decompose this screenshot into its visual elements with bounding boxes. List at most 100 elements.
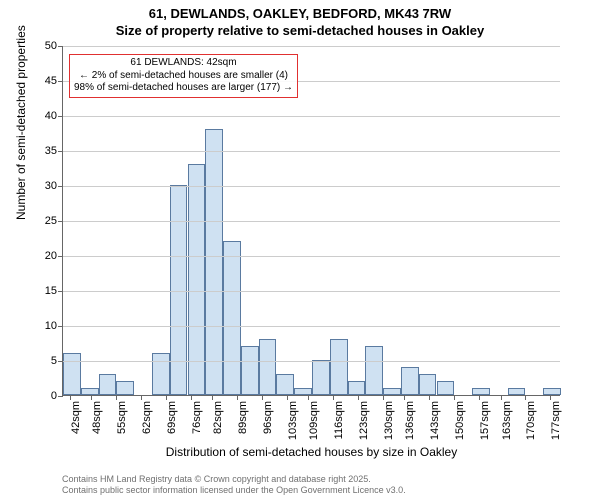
x-tick-mark	[287, 395, 288, 400]
x-tick-mark	[501, 395, 502, 400]
y-tick-label: 45	[45, 75, 57, 87]
y-tick-mark	[58, 186, 63, 187]
x-tick-label: 96sqm	[262, 401, 274, 434]
gridline	[63, 291, 560, 292]
x-tick-mark	[383, 395, 384, 400]
histogram-bar	[330, 339, 348, 395]
x-tick-label: 116sqm	[333, 401, 345, 439]
histogram-bar	[241, 346, 259, 395]
histogram-bar	[365, 346, 383, 395]
y-tick-label: 25	[45, 215, 57, 227]
histogram-bar	[508, 388, 526, 395]
y-tick-mark	[58, 291, 63, 292]
x-tick-label: 157sqm	[479, 401, 491, 440]
y-tick-label: 40	[45, 110, 57, 122]
x-tick-mark	[550, 395, 551, 400]
x-tick-mark	[191, 395, 192, 400]
histogram-bar	[543, 388, 561, 395]
x-tick-label: 89sqm	[237, 401, 249, 434]
y-tick-mark	[58, 221, 63, 222]
x-tick-label: 130sqm	[383, 401, 395, 440]
x-tick-mark	[308, 395, 309, 400]
title-line-2: Size of property relative to semi-detach…	[0, 23, 600, 40]
footer-line-1: Contains HM Land Registry data © Crown c…	[62, 474, 406, 485]
histogram-bar	[170, 185, 188, 395]
x-tick-label: 69sqm	[166, 401, 178, 434]
x-tick-mark	[141, 395, 142, 400]
x-tick-mark	[116, 395, 117, 400]
y-tick-mark	[58, 361, 63, 362]
x-tick-mark	[358, 395, 359, 400]
histogram-bar	[81, 388, 99, 395]
footer-line-2: Contains public sector information licen…	[62, 485, 406, 496]
x-tick-label: 143sqm	[429, 401, 441, 440]
histogram-bar	[419, 374, 437, 395]
y-tick-mark	[58, 46, 63, 47]
y-axis-label: Number of semi-detached properties	[14, 25, 28, 220]
histogram-bar	[116, 381, 134, 395]
gridline	[63, 221, 560, 222]
histogram-bar	[472, 388, 490, 395]
y-tick-label: 20	[45, 250, 57, 262]
footer-attribution: Contains HM Land Registry data © Crown c…	[62, 474, 406, 496]
y-tick-mark	[58, 116, 63, 117]
y-tick-label: 50	[45, 40, 57, 52]
x-tick-mark	[212, 395, 213, 400]
gridline	[63, 151, 560, 152]
x-tick-label: 48sqm	[91, 401, 103, 434]
histogram-bar	[348, 381, 366, 395]
y-tick-label: 10	[45, 320, 57, 332]
histogram-bar	[259, 339, 277, 395]
x-tick-mark	[70, 395, 71, 400]
histogram-bar	[99, 374, 117, 395]
y-tick-mark	[58, 151, 63, 152]
chart-title-block: 61, DEWLANDS, OAKLEY, BEDFORD, MK43 7RW …	[0, 0, 600, 40]
x-tick-mark	[237, 395, 238, 400]
y-tick-label: 15	[45, 285, 57, 297]
annotation-title: 61 DEWLANDS: 42sqm	[74, 57, 293, 70]
x-tick-label: 123sqm	[358, 401, 370, 440]
gridline	[63, 256, 560, 257]
gridline	[63, 326, 560, 327]
gridline	[63, 186, 560, 187]
histogram-bar	[294, 388, 312, 395]
x-tick-mark	[429, 395, 430, 400]
x-tick-label: 177sqm	[550, 401, 562, 440]
gridline	[63, 361, 560, 362]
y-tick-label: 0	[51, 390, 57, 402]
x-tick-label: 109sqm	[308, 401, 320, 440]
annotation-larger: 98% of semi-detached houses are larger (…	[74, 82, 293, 95]
x-tick-mark	[525, 395, 526, 400]
annotation-smaller: ← 2% of semi-detached houses are smaller…	[74, 70, 293, 83]
histogram-bar	[63, 353, 81, 395]
y-tick-mark	[58, 396, 63, 397]
histogram-bar	[437, 381, 455, 395]
x-tick-label: 150sqm	[454, 401, 466, 440]
y-tick-mark	[58, 256, 63, 257]
histogram-bar	[205, 129, 223, 395]
x-tick-label: 82sqm	[212, 401, 224, 434]
x-tick-mark	[333, 395, 334, 400]
y-tick-label: 35	[45, 145, 57, 157]
gridline	[63, 116, 560, 117]
y-tick-label: 5	[51, 355, 57, 367]
x-tick-label: 55sqm	[116, 401, 128, 434]
x-tick-mark	[479, 395, 480, 400]
y-tick-mark	[58, 81, 63, 82]
x-tick-label: 170sqm	[525, 401, 537, 440]
histogram-bar	[152, 353, 170, 395]
histogram-bar	[223, 241, 241, 395]
chart-plot-area: 0510152025303540455042sqm48sqm55sqm62sqm…	[62, 46, 560, 396]
title-line-1: 61, DEWLANDS, OAKLEY, BEDFORD, MK43 7RW	[0, 6, 600, 23]
x-tick-mark	[166, 395, 167, 400]
x-tick-mark	[91, 395, 92, 400]
x-tick-label: 62sqm	[141, 401, 153, 434]
x-tick-label: 163sqm	[501, 401, 513, 440]
x-axis-label: Distribution of semi-detached houses by …	[63, 445, 560, 459]
x-tick-label: 76sqm	[191, 401, 203, 434]
x-tick-mark	[404, 395, 405, 400]
y-tick-label: 30	[45, 180, 57, 192]
y-tick-mark	[58, 326, 63, 327]
gridline	[63, 46, 560, 47]
histogram-bar	[401, 367, 419, 395]
